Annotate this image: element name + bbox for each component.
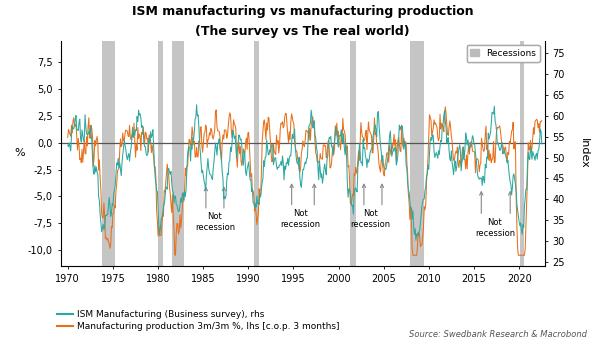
Bar bbox=[102, 41, 115, 266]
Bar bbox=[410, 41, 424, 266]
Y-axis label: Index: Index bbox=[579, 138, 589, 169]
Text: Source: Swedbank Research & Macrobond: Source: Swedbank Research & Macrobond bbox=[409, 330, 587, 339]
Y-axis label: %: % bbox=[14, 148, 25, 159]
Bar bbox=[172, 41, 184, 266]
Text: ISM manufacturing vs manufacturing production: ISM manufacturing vs manufacturing produ… bbox=[132, 5, 473, 18]
Text: Not
recession: Not recession bbox=[475, 218, 515, 238]
Legend: Recessions: Recessions bbox=[466, 45, 540, 62]
Text: Not
recession: Not recession bbox=[281, 209, 321, 229]
Bar bbox=[520, 41, 524, 266]
Text: Not
recession: Not recession bbox=[195, 212, 235, 233]
Bar bbox=[253, 41, 259, 266]
Text: (The survey vs The real world): (The survey vs The real world) bbox=[195, 25, 410, 38]
Text: Not
recession: Not recession bbox=[350, 209, 390, 229]
Legend: ISM Manufacturing (Business survey), rhs, Manufacturing production 3m/3m %, lhs : ISM Manufacturing (Business survey), rhs… bbox=[53, 307, 344, 335]
Bar bbox=[350, 41, 356, 266]
Bar bbox=[158, 41, 163, 266]
